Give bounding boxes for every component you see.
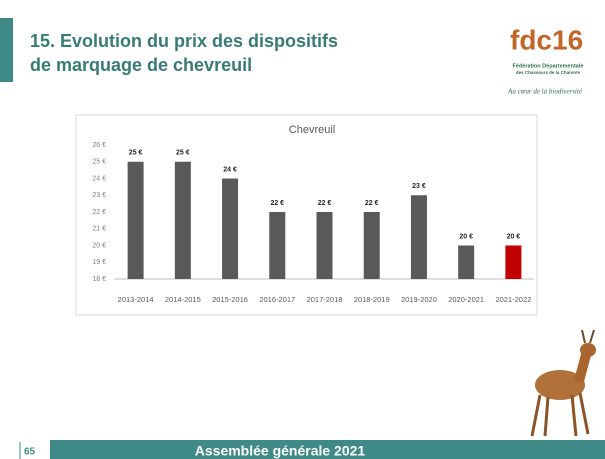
y-tick-label: 21 € bbox=[92, 226, 106, 233]
data-label: 22 € bbox=[270, 200, 284, 207]
bar bbox=[269, 212, 286, 279]
logo-mark: fdc16 bbox=[510, 24, 583, 55]
logo-name: Fédération Départementale bbox=[513, 63, 584, 69]
x-tick-label: 2018-2019 bbox=[354, 295, 390, 304]
y-tick-label: 18 € bbox=[92, 276, 106, 283]
logo: fdc16 Fédération Départementale des Chas… bbox=[507, 24, 583, 95]
x-tick-label: 2015-2016 bbox=[212, 295, 248, 304]
x-tick-label: 2019-2020 bbox=[401, 295, 437, 304]
data-label: 25 € bbox=[176, 150, 190, 157]
bar bbox=[222, 178, 239, 279]
y-tick-label: 19 € bbox=[92, 259, 106, 266]
data-label: 20 € bbox=[507, 233, 521, 240]
y-tick-label: 25 € bbox=[92, 159, 106, 166]
y-tick-label: 23 € bbox=[92, 192, 106, 199]
bar bbox=[316, 212, 333, 279]
x-tick-label: 2016-2017 bbox=[259, 295, 295, 304]
chart-title: Chevreuil bbox=[289, 124, 335, 136]
page-number: 65 bbox=[24, 447, 36, 458]
slide-title: 15. Evolution du prix des dispositifs bbox=[30, 31, 338, 51]
logo-name: des Chasseurs de la Charente bbox=[516, 70, 581, 75]
y-tick-label: 26 € bbox=[92, 142, 106, 149]
bar bbox=[174, 161, 191, 279]
bar bbox=[410, 195, 427, 279]
y-tick-label: 22 € bbox=[92, 209, 106, 216]
data-label: 25 € bbox=[129, 150, 143, 157]
title-accent bbox=[0, 18, 13, 82]
chart-frame bbox=[75, 114, 538, 316]
plot: 18 € 19 € 20 € 21 € 22 € 23 € 24 € 25 € 26 € 2013… bbox=[92, 142, 531, 304]
data-label: 20 € bbox=[459, 233, 473, 240]
x-tick-label: 2020-2021 bbox=[448, 295, 484, 304]
y-tick-label: 20 € bbox=[92, 242, 106, 249]
bar bbox=[505, 245, 522, 279]
bar bbox=[458, 245, 475, 279]
x-tick-label: 2013-2014 bbox=[118, 295, 154, 304]
footer-text: Assemblée générale 2021 bbox=[195, 443, 366, 459]
bar bbox=[127, 161, 144, 279]
x-tick-label: 2014-2015 bbox=[165, 295, 201, 304]
data-label: 24 € bbox=[223, 166, 237, 173]
data-label: 22 € bbox=[365, 200, 379, 207]
data-label: 22 € bbox=[318, 200, 332, 207]
x-tick-label: 2017-2018 bbox=[307, 295, 343, 304]
footer-bar bbox=[50, 440, 605, 459]
bar bbox=[363, 212, 380, 279]
slide-title: de marquage de chevreuil bbox=[30, 55, 252, 75]
deer-illustration bbox=[530, 329, 596, 437]
logo-tagline: Au cœur de la biodiversité bbox=[507, 88, 583, 96]
x-tick-label: 2021-2022 bbox=[495, 295, 531, 304]
data-label: 23 € bbox=[412, 183, 426, 190]
y-tick-label: 24 € bbox=[92, 175, 106, 182]
